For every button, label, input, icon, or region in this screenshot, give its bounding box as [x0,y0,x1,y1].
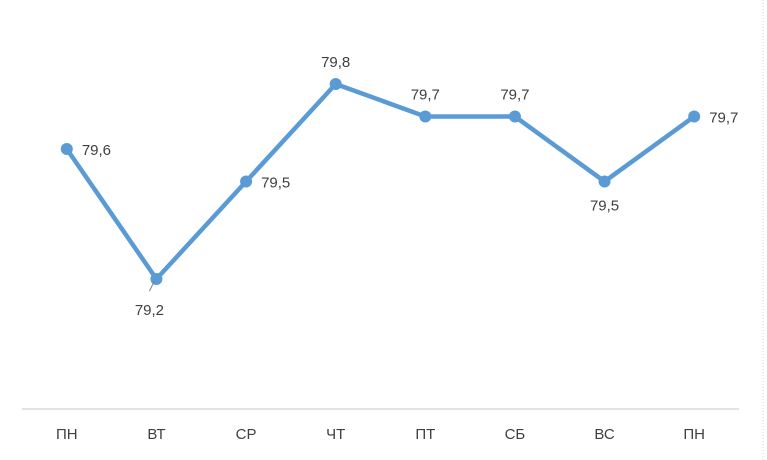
x-tick-label: ЧТ [326,426,345,443]
data-point [240,175,253,188]
x-tick-label: СБ [505,426,526,443]
data-point [508,110,521,123]
data-label: 79,5 [261,175,290,192]
data-label: 79,7 [500,87,529,104]
data-point [60,143,73,155]
data-point [419,110,432,123]
series-layer [60,78,701,285]
x-tick-label: ВС [594,426,615,443]
data-point [329,78,342,90]
data-point [150,273,163,285]
data-label: 79,2 [135,302,164,319]
data-label: 79,5 [590,198,619,215]
x-tick-label: ВТ [147,426,165,443]
label-layer: 79,6 79,2 79,5 79,8 79,7 79,7 79,5 79,7 [82,54,739,319]
data-label: 79,7 [709,110,738,127]
x-tick-label: ПТ [415,426,435,443]
data-point [598,175,611,188]
axis-layer: ПН ВТ СР ЧТ ПТ СБ ВС ПН [22,0,764,460]
data-label: 79,6 [82,142,111,159]
x-tick-label: ПН [683,426,705,443]
x-tick-label: СР [236,426,257,443]
data-label: 79,7 [411,87,440,104]
data-label-leader [148,280,155,292]
data-label: 79,8 [321,54,350,71]
series-line [64,81,697,282]
x-tick-label: ПН [56,426,78,443]
data-point [688,110,701,123]
